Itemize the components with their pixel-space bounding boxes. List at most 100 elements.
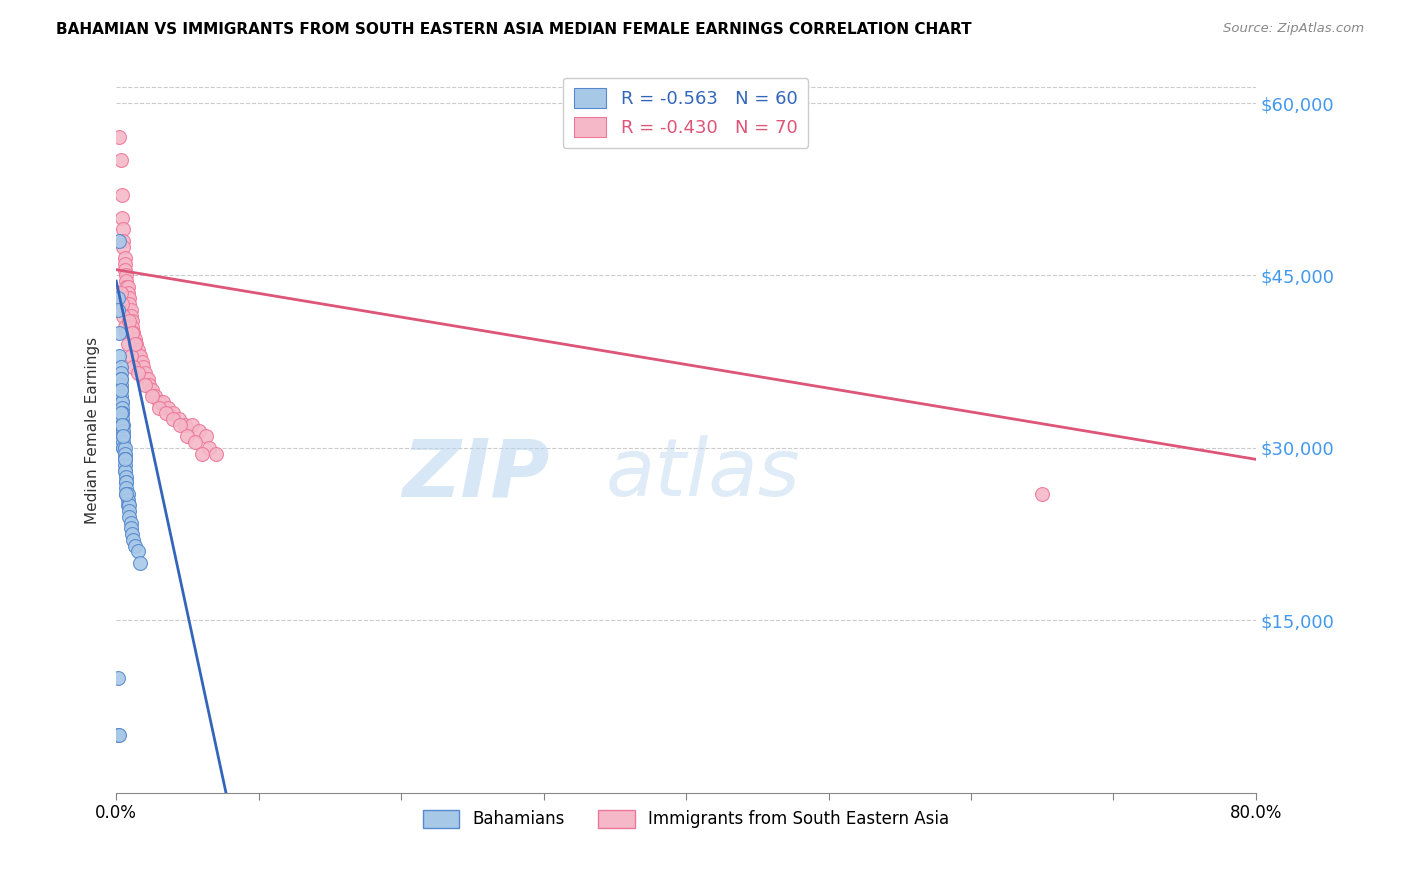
Point: [187, 424, 209, 438]
Point: [110, 384, 132, 398]
Point: [124, 337, 146, 351]
Point: [114, 257, 136, 271]
Point: [115, 481, 138, 495]
Point: [115, 280, 138, 294]
Point: [112, 424, 135, 438]
Point: [112, 441, 135, 455]
Point: [112, 309, 135, 323]
Text: atlas: atlas: [606, 435, 800, 513]
Point: [114, 446, 136, 460]
Point: [118, 314, 141, 328]
Point: [115, 487, 138, 501]
Point: [162, 406, 184, 420]
Point: [111, 211, 134, 225]
Point: [111, 417, 134, 432]
Point: [162, 412, 184, 426]
Point: [138, 377, 160, 392]
Point: [111, 297, 134, 311]
Point: [114, 458, 136, 472]
Point: [183, 435, 205, 450]
Point: [115, 326, 138, 340]
Point: [124, 332, 146, 346]
Point: [148, 401, 170, 415]
Point: [121, 320, 143, 334]
Point: [122, 326, 145, 340]
Point: [107, 302, 129, 317]
Point: [107, 292, 129, 306]
Point: [112, 441, 135, 455]
Point: [198, 441, 221, 455]
Point: [117, 337, 139, 351]
Point: [108, 234, 131, 248]
Point: [120, 302, 142, 317]
Point: [167, 412, 190, 426]
Point: [115, 475, 138, 490]
Point: [110, 360, 132, 375]
Point: [120, 309, 142, 323]
Text: Source: ZipAtlas.com: Source: ZipAtlas.com: [1223, 22, 1364, 36]
Point: [114, 464, 136, 478]
Point: [111, 417, 134, 432]
Point: [110, 406, 132, 420]
Point: [120, 349, 142, 363]
Point: [112, 240, 135, 254]
Point: [110, 285, 132, 300]
Point: [173, 417, 195, 432]
Point: [122, 360, 145, 375]
Point: [124, 539, 146, 553]
Legend: Bahamians, Immigrants from South Eastern Asia: Bahamians, Immigrants from South Eastern…: [416, 803, 956, 835]
Point: [127, 366, 149, 380]
Point: [117, 487, 139, 501]
Point: [120, 521, 142, 535]
Point: [125, 337, 148, 351]
Point: [148, 395, 170, 409]
Point: [115, 268, 138, 283]
Point: [121, 527, 143, 541]
Point: [1031, 487, 1053, 501]
Point: [112, 429, 135, 443]
Point: [115, 487, 138, 501]
Point: [141, 389, 163, 403]
Point: [111, 406, 134, 420]
Point: [108, 326, 131, 340]
Point: [156, 401, 179, 415]
Point: [122, 326, 145, 340]
Point: [180, 417, 202, 432]
Point: [129, 556, 152, 570]
Point: [122, 533, 145, 547]
Point: [111, 188, 134, 202]
Point: [110, 372, 132, 386]
Point: [111, 406, 134, 420]
Point: [121, 314, 143, 328]
Point: [169, 417, 191, 432]
Point: [114, 452, 136, 467]
Point: [117, 498, 139, 512]
Point: [120, 516, 142, 530]
Point: [110, 389, 132, 403]
Point: [111, 412, 134, 426]
Point: [114, 452, 136, 467]
Point: [114, 320, 136, 334]
Point: [176, 429, 198, 443]
Point: [190, 446, 212, 460]
Point: [205, 446, 228, 460]
Point: [118, 504, 141, 518]
Point: [117, 285, 139, 300]
Point: [111, 395, 134, 409]
Point: [110, 384, 132, 398]
Point: [115, 469, 138, 483]
Point: [127, 544, 149, 558]
Point: [115, 274, 138, 288]
Point: [135, 372, 157, 386]
Point: [143, 389, 166, 403]
Point: [118, 297, 141, 311]
Point: [108, 349, 131, 363]
Point: [155, 406, 177, 420]
Point: [112, 429, 135, 443]
Point: [117, 280, 139, 294]
Point: [118, 509, 141, 524]
Point: [114, 464, 136, 478]
Point: [107, 671, 129, 685]
Point: [110, 366, 132, 380]
Point: [111, 395, 134, 409]
